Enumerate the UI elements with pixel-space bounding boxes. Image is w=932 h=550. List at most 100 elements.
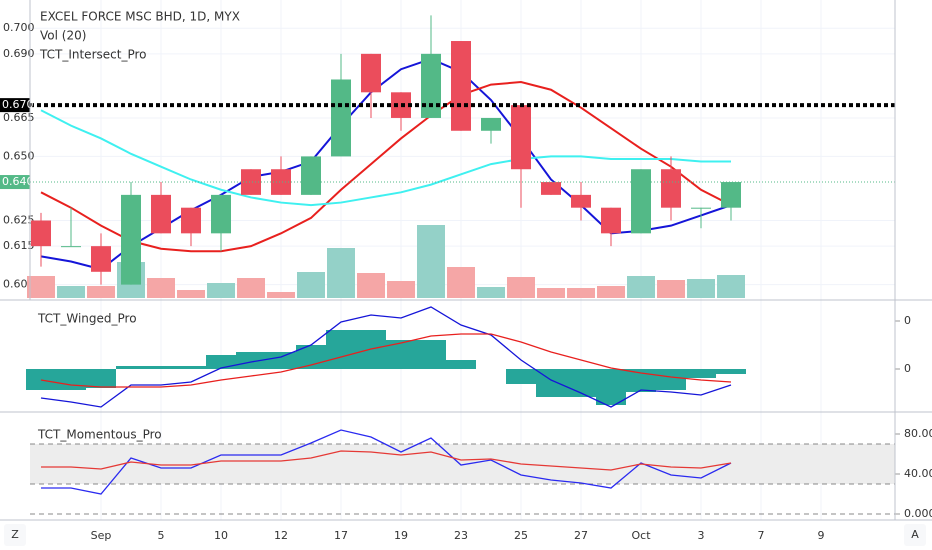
y-tick-label: 0.615 — [3, 239, 35, 252]
volume-bar — [597, 286, 625, 298]
indicator-label: TCT_Intersect_Pro — [39, 48, 146, 62]
y-tick-label: 0.690 — [3, 47, 35, 60]
histogram-bar — [386, 340, 416, 369]
indicator-line — [40, 81, 732, 253]
candle-body — [541, 182, 561, 195]
candle-body — [571, 194, 591, 208]
candle-body — [241, 169, 261, 195]
price-label: 0.670 — [2, 98, 34, 111]
histogram-bar — [686, 369, 716, 378]
x-tick-label: Sep — [91, 529, 112, 542]
candle-body — [421, 53, 441, 118]
histogram-bar — [506, 369, 536, 384]
volume-bar — [657, 280, 685, 298]
histogram-bar — [146, 366, 176, 369]
candle-body — [181, 207, 201, 234]
histogram-bar — [56, 369, 86, 390]
x-tick-label: 3 — [698, 529, 705, 542]
x-tick-label: 19 — [394, 529, 408, 542]
x-tick-label: 7 — [758, 529, 765, 542]
y-tick-label: 0.625 — [3, 214, 35, 227]
x-tick-label: 17 — [334, 529, 348, 542]
y-tick-label: 0.600 — [3, 278, 35, 291]
price-label: 0.640 — [2, 175, 34, 188]
y-tick-label: 0.650 — [3, 149, 35, 162]
histogram-bar — [596, 369, 626, 405]
candle-body — [61, 246, 81, 248]
volume-bar — [627, 276, 655, 298]
volume-bar — [87, 286, 115, 298]
candle-body — [511, 105, 531, 170]
candle-body — [601, 207, 621, 234]
histogram-bar — [26, 369, 56, 390]
histogram-bar — [326, 330, 356, 369]
volume-bar — [447, 267, 475, 298]
volume-bar — [387, 281, 415, 298]
volume-bar — [357, 273, 385, 298]
y-tick-label: 0.665 — [3, 111, 35, 124]
candle-body — [721, 182, 741, 208]
control-label[interactable]: Z — [11, 528, 19, 541]
histogram-bar — [656, 369, 686, 390]
histogram-bar — [716, 369, 746, 374]
volume-bar — [207, 283, 235, 298]
histogram-bar — [626, 369, 656, 392]
y-tick-label: 0.000 — [904, 507, 932, 520]
chart-title: EXCEL FORCE MSC BHD, 1D, MYX — [40, 10, 240, 24]
candle-body — [91, 246, 111, 272]
histogram-bar — [206, 355, 236, 369]
y-tick-label: 40.000 — [904, 467, 932, 480]
x-tick-label: 12 — [274, 529, 288, 542]
candle-body — [121, 194, 141, 285]
candle-body — [481, 117, 501, 131]
panel-title: TCT_Winged_Pro — [37, 312, 137, 326]
panel-title: TCT_Momentous_Pro — [37, 428, 162, 442]
volume-bar — [267, 292, 295, 298]
volume-bar — [477, 287, 505, 298]
histogram-bar — [416, 340, 446, 369]
candle-body — [211, 194, 231, 234]
x-tick-label: 9 — [818, 529, 825, 542]
volume-bar — [57, 286, 85, 298]
volume-bar — [177, 290, 205, 298]
candle-body — [661, 169, 681, 208]
histogram-bar — [86, 369, 116, 388]
candle-body — [271, 169, 291, 195]
x-tick-label: 23 — [454, 529, 468, 542]
indicator-line — [41, 429, 732, 495]
candle-body — [301, 156, 321, 195]
volume-bar — [327, 248, 355, 298]
price-label-box — [0, 175, 30, 190]
candle-body — [631, 169, 651, 234]
volume-bar — [297, 272, 325, 298]
volume-bar — [507, 277, 535, 298]
candle-body — [451, 41, 471, 131]
candle-body — [31, 220, 51, 247]
indicator-line — [40, 109, 731, 207]
y-tick-label: 80.000 — [904, 427, 932, 440]
control-button[interactable] — [904, 524, 926, 546]
candle-body — [691, 207, 711, 209]
volume-bar — [687, 279, 715, 298]
y-tick-label: 0 — [904, 314, 911, 327]
histogram-bar — [446, 360, 476, 369]
histogram-bar — [116, 366, 146, 369]
price-label-box — [0, 98, 30, 113]
band-fill — [30, 444, 895, 484]
indicator-label: Vol (20) — [40, 29, 86, 43]
control-button[interactable] — [4, 524, 26, 546]
volume-bar — [147, 278, 175, 298]
control-label[interactable]: A — [911, 528, 919, 541]
histogram-bar — [176, 366, 206, 369]
volume-bar — [537, 288, 565, 298]
volume-bar — [717, 275, 745, 298]
candle-body — [151, 194, 171, 234]
x-tick-label: Oct — [631, 529, 651, 542]
volume-bar — [237, 278, 265, 298]
x-tick-label: 27 — [574, 529, 588, 542]
indicator-line — [40, 333, 732, 388]
candle-body — [361, 53, 381, 93]
volume-bar — [27, 276, 55, 298]
volume-bar — [567, 288, 595, 298]
